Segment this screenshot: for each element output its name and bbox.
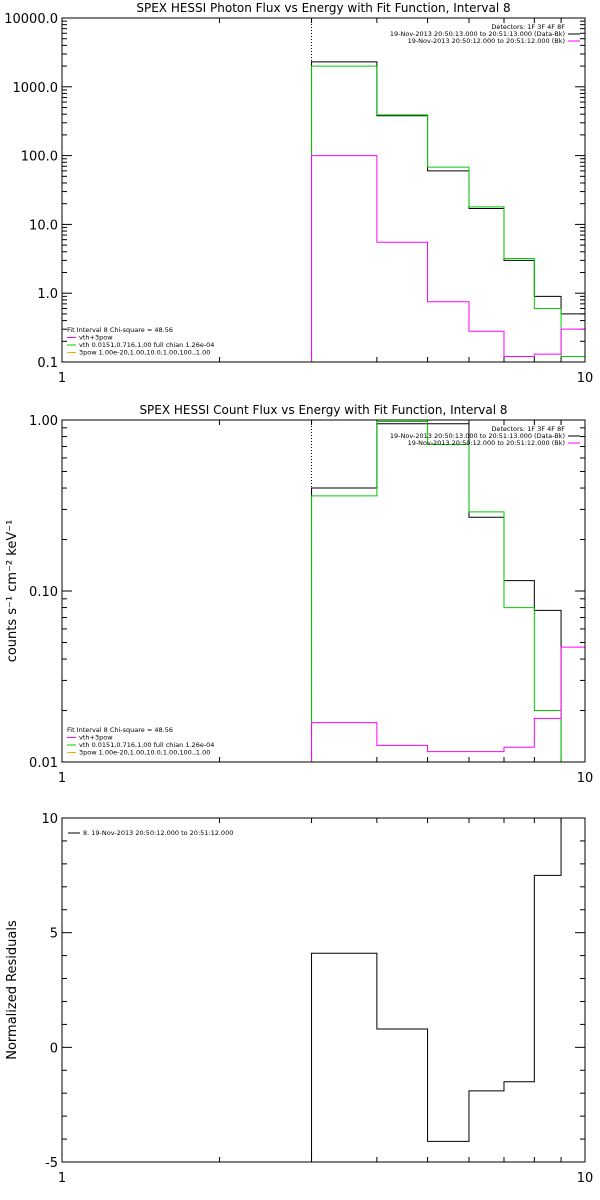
- series-line-2: [311, 65, 585, 362]
- y-tick-label: 100.0: [21, 150, 58, 165]
- y-tick-label: 10: [41, 812, 58, 827]
- y-tick-label: 10000.0: [4, 12, 58, 27]
- header-line: 19-Nov-2013 20:50:13.000 to 20:51:13.000…: [390, 30, 565, 38]
- y-tick-label: 0.01: [29, 756, 58, 771]
- y-tick-label: 1.0: [37, 287, 58, 302]
- series-line-1: [311, 61, 585, 362]
- legend-line: Fit Interval 8 Chi-square = 48.56: [67, 326, 173, 334]
- x-tick-label: 1: [58, 771, 66, 786]
- y-tick-label: 0.1: [37, 356, 58, 371]
- header-line: 19-Nov-2013 20:50:12.000 to 20:51:12.000…: [408, 37, 565, 45]
- chart-title: SPEX HESSI Photon Flux vs Energy with Fi…: [136, 1, 510, 15]
- header-line: 19-Nov-2013 20:50:12.000 to 20:51:12.000…: [408, 439, 565, 447]
- header-line: Detectors: 1F 3F 4F 8F: [491, 23, 565, 31]
- legend-line: 3pow 1.00e-20,1.00,10.0,1.00,100.,1.00: [79, 749, 210, 757]
- y-tick-label: 1000.0: [13, 81, 59, 96]
- chart-panel-2: SPEX HESSI Count Flux vs Energy with Fit…: [5, 403, 593, 786]
- legend-line: vth+3pow: [79, 334, 113, 342]
- x-tick-label: 10: [577, 1171, 594, 1186]
- y-tick-label: 0.10: [29, 585, 58, 600]
- y-axis-label: Normalized Residuals: [5, 920, 20, 1060]
- chart-title: SPEX HESSI Count Flux vs Energy with Fit…: [139, 403, 507, 417]
- chart-panel-1: SPEX HESSI Photon Flux vs Energy with Fi…: [4, 1, 593, 386]
- series-line-2: [311, 421, 585, 763]
- header-line: 19-Nov-2013 20:50:13.000 to 20:51:13.000…: [390, 432, 565, 440]
- plot-frame: [61, 17, 586, 363]
- legend-line: 8. 19-Nov-2013 20:50:12.000 to 20:51:12.…: [83, 829, 233, 837]
- series-line-3: [311, 646, 585, 762]
- x-tick-label: 1: [58, 1171, 66, 1186]
- plot-frame: [61, 817, 586, 1163]
- y-tick-label: 5: [50, 927, 58, 942]
- plot-frame: [61, 419, 586, 763]
- legend-line: 3pow 1.00e-20,1.00,10.0,1.00,100.,1.00: [79, 349, 210, 357]
- chart-panel-3: -5 0 5 10 1 10 Normalized Residuals 8. 19-Nov-2…: [5, 812, 593, 1186]
- header-line: Detectors: 1F 3F 4F 8F: [491, 425, 565, 433]
- y-tick-label: 1.00: [29, 414, 58, 429]
- x-tick-label: 1: [58, 371, 66, 386]
- legend-line: vth+3pow: [79, 734, 113, 742]
- x-tick-label: 10: [577, 771, 594, 786]
- legend-line: vth 0.0151,0.716,1.00 full chian 1.26e-0…: [79, 341, 214, 349]
- y-tick-label: 0: [50, 1041, 58, 1056]
- y-tick-label: -5: [45, 1156, 58, 1171]
- series-line-1: [311, 817, 585, 1162]
- y-axis-label: counts s⁻¹ cm⁻² keV⁻¹: [5, 520, 20, 663]
- y-tick-label: 10.0: [29, 218, 58, 233]
- legend-line: vth 0.0151,0.716,1.00 full chian 1.26e-0…: [79, 741, 214, 749]
- x-tick-label: 10: [577, 371, 594, 386]
- series-line-3: [311, 155, 585, 362]
- legend-line: Fit Interval 8 Chi-square = 48.56: [67, 726, 173, 734]
